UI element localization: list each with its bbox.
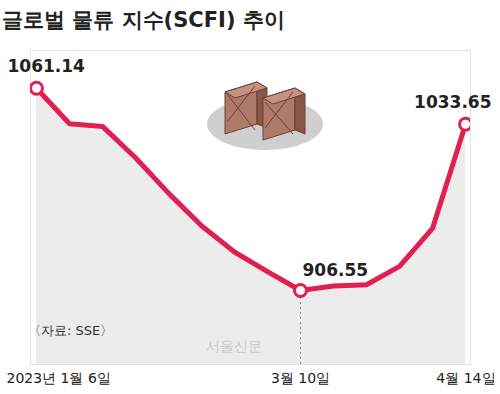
svg-text:4월 14일: 4월 14일 (436, 370, 495, 386)
svg-text:3월 10일: 3월 10일 (271, 370, 330, 386)
svg-text:906.55: 906.55 (303, 260, 369, 280)
svg-text:1061.14: 1061.14 (8, 56, 86, 76)
html-text:〈자료: SSE〉: 〈자료: SSE〉 (28, 323, 114, 338)
html-text:글로벌 물류 지수(SCFI) 추이: 글로벌 물류 지수(SCFI) 추이 (2, 8, 285, 32)
html-text:서울신문: 서울신문 (206, 338, 262, 354)
svg-text:2023년 1월 6일: 2023년 1월 6일 (7, 370, 111, 386)
svg-text:1033.65: 1033.65 (414, 92, 491, 112)
